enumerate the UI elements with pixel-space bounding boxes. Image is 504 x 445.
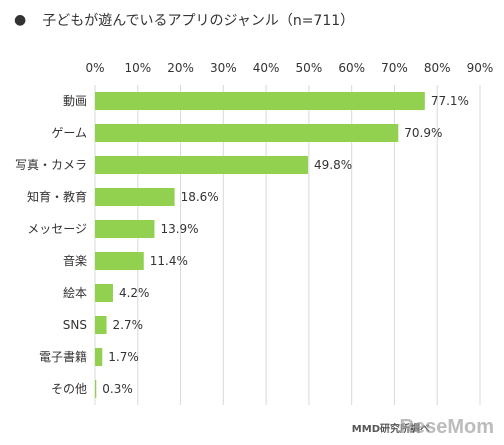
- category-label: メッセージ: [27, 222, 87, 236]
- chart-title-row: ● 子どもが遊んでいるアプリのジャンル（n=711）: [14, 10, 354, 30]
- data-label: 1.7%: [108, 350, 138, 364]
- x-tick-label: 20%: [167, 61, 194, 75]
- data-label: 18.6%: [181, 190, 219, 204]
- bar: [95, 156, 309, 174]
- category-label: 絵本: [63, 285, 87, 300]
- chart-title: 子どもが遊んでいるアプリのジャンル（n=711）: [42, 13, 355, 29]
- category-label: 電子書籍: [39, 349, 87, 364]
- data-label: 4.2%: [119, 286, 150, 300]
- bar: [95, 380, 97, 398]
- category-label: SNS: [63, 318, 87, 332]
- bar: [95, 124, 399, 142]
- data-label: 13.9%: [160, 222, 198, 236]
- x-tick-label: 90%: [467, 61, 494, 75]
- bar: [95, 252, 144, 270]
- data-label: 11.4%: [150, 254, 188, 268]
- x-tick-label: 10%: [124, 61, 151, 75]
- category-label: 知育・教育: [27, 189, 87, 204]
- bar: [95, 284, 113, 302]
- x-tick-label: 30%: [210, 61, 237, 75]
- category-label: 動画: [63, 94, 87, 108]
- x-tick-label: 40%: [253, 61, 280, 75]
- bar: [95, 316, 107, 334]
- category-label: ゲーム: [51, 126, 87, 140]
- bar: [95, 348, 103, 366]
- watermark-logo: ReseMom: [399, 416, 494, 438]
- title-bullet: ●: [14, 12, 27, 28]
- category-label: 写真・カメラ: [15, 158, 87, 172]
- x-tick-label: 60%: [338, 61, 365, 75]
- data-label: 0.3%: [102, 382, 132, 396]
- data-label: 77.1%: [431, 94, 469, 108]
- bar: [95, 188, 175, 206]
- x-tick-label: 70%: [381, 61, 408, 75]
- x-tick-label: 0%: [85, 61, 104, 75]
- source-credit: MMD研究所調べ: [351, 424, 430, 435]
- category-label: その他: [51, 382, 87, 396]
- x-tick-label: 50%: [296, 61, 323, 75]
- bar: [95, 220, 155, 238]
- category-label: 音楽: [63, 253, 87, 268]
- bar: [95, 92, 425, 110]
- data-label: 70.9%: [404, 126, 442, 140]
- data-label: 2.7%: [113, 318, 144, 332]
- x-tick-label: 80%: [424, 61, 451, 75]
- data-label: 49.8%: [314, 158, 352, 172]
